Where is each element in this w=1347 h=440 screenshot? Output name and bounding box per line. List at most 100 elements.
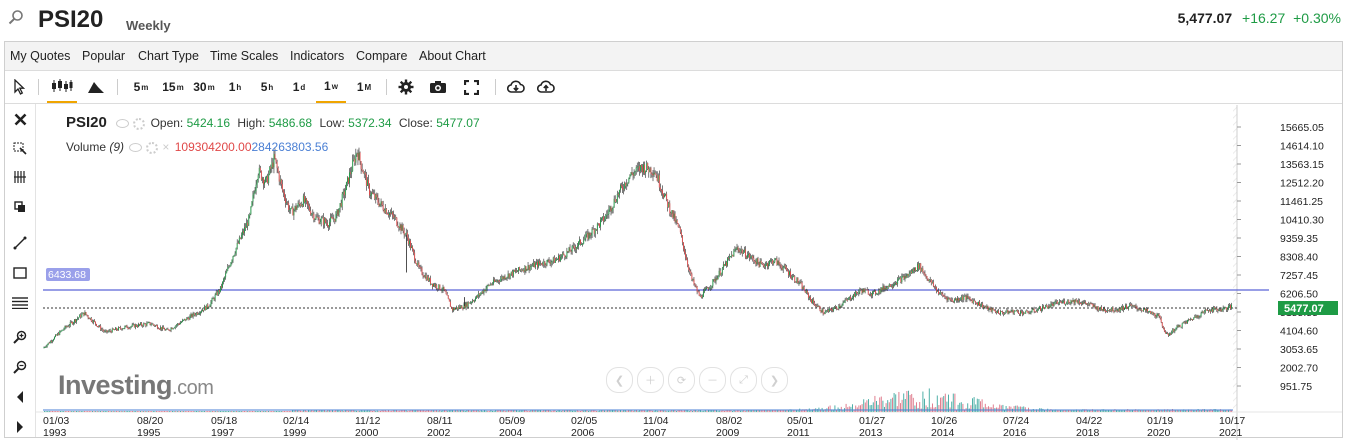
area-type-button[interactable] xyxy=(85,71,107,103)
candle-body xyxy=(1147,309,1148,312)
volume-bar xyxy=(66,411,68,412)
nav-zoom-out[interactable]: － xyxy=(699,367,726,393)
fullscreen-button[interactable] xyxy=(460,71,482,103)
volume-bar xyxy=(477,410,479,412)
series-settings-icon[interactable] xyxy=(133,117,146,130)
x-tick-label: 02/05 xyxy=(571,415,597,427)
menu-compare[interactable]: Compare xyxy=(356,49,408,63)
candle-body xyxy=(987,305,989,310)
rectangle-tool[interactable] xyxy=(5,262,35,284)
candle-body xyxy=(805,290,807,293)
crosshair-tool[interactable] xyxy=(5,137,35,159)
y-tick-label: 12512.20 xyxy=(1280,178,1324,190)
fibonacci-tool[interactable] xyxy=(5,292,35,314)
volume-bar xyxy=(922,391,924,412)
menu-indicators[interactable]: Indicators xyxy=(290,49,345,63)
remove-drawings-button[interactable] xyxy=(5,108,35,130)
candle-body xyxy=(1220,309,1222,312)
volume-remove-icon[interactable]: × xyxy=(162,140,170,154)
candle-body xyxy=(508,273,510,278)
candle-body xyxy=(959,300,961,301)
nav-zoom-fit[interactable]: ⤢ xyxy=(730,367,757,393)
zoom-out-tool[interactable] xyxy=(5,356,35,378)
candle-body xyxy=(990,307,992,312)
scroll-left-button[interactable] xyxy=(5,386,35,408)
search-icon[interactable] xyxy=(8,9,24,25)
volume-bar xyxy=(1175,409,1177,412)
settings-button[interactable] xyxy=(395,71,417,103)
volume-bar xyxy=(1176,410,1178,412)
timeframe-30m[interactable]: 30 m xyxy=(193,80,215,94)
download-button[interactable] xyxy=(505,71,527,103)
volume-bar xyxy=(543,410,545,412)
candle-body xyxy=(260,171,262,180)
menu-popular[interactable]: Popular xyxy=(82,49,126,63)
candle-body xyxy=(332,217,334,220)
screenshot-button[interactable] xyxy=(427,71,449,103)
cursor-tool[interactable] xyxy=(9,71,29,103)
timeframe-15m[interactable]: 15 m xyxy=(162,80,184,94)
candle-body xyxy=(715,278,717,282)
menu-chart-type[interactable]: Chart Type xyxy=(138,49,199,63)
candle-body xyxy=(169,330,171,332)
volume-bar xyxy=(1154,410,1156,412)
zoom-in-tool[interactable] xyxy=(5,326,35,348)
candle-body xyxy=(758,262,760,267)
volume-bar xyxy=(736,410,738,412)
volume-bar xyxy=(780,409,781,412)
clone-tool[interactable] xyxy=(5,196,35,218)
candle-body xyxy=(167,328,169,330)
volume-bar xyxy=(164,411,165,412)
candle-body xyxy=(676,220,678,224)
volume-bar xyxy=(904,399,906,412)
candle-body xyxy=(189,316,191,320)
nav-zoom-in[interactable]: ＋ xyxy=(637,367,664,393)
candle-body xyxy=(588,232,590,240)
candle-body xyxy=(734,249,736,251)
volume-bar xyxy=(300,410,301,412)
volume-bar xyxy=(452,410,453,412)
menu-about-chart[interactable]: About Chart xyxy=(419,49,486,63)
nav-scroll-left[interactable]: ❮ xyxy=(606,367,633,393)
volume-bar xyxy=(90,411,92,412)
candle-body xyxy=(119,327,121,329)
candle-body xyxy=(652,173,654,176)
x-tick-year: 2020 xyxy=(1147,427,1171,439)
candle-body xyxy=(780,265,782,269)
trendline-tool[interactable] xyxy=(5,232,35,254)
volume-bar xyxy=(1077,410,1079,412)
candle-body xyxy=(1047,305,1049,309)
nav-reset[interactable]: ⟳ xyxy=(668,367,695,393)
volume-bar xyxy=(1080,409,1082,412)
volume-bar xyxy=(893,393,895,412)
volume-bar xyxy=(207,411,209,412)
candlestick-type-button[interactable] xyxy=(47,71,77,103)
candle-body xyxy=(438,284,440,290)
candle-body xyxy=(263,178,264,185)
volume-settings-icon[interactable] xyxy=(146,141,159,154)
candle-body xyxy=(390,213,391,214)
upload-button[interactable] xyxy=(535,71,557,103)
candle-body xyxy=(1110,309,1112,311)
volume-visibility-icon[interactable] xyxy=(129,143,143,153)
visibility-icon[interactable] xyxy=(116,119,130,129)
candle-body xyxy=(1163,328,1165,332)
magnet-tool[interactable] xyxy=(5,166,35,188)
candle-body xyxy=(914,267,915,271)
candle-body xyxy=(504,276,506,280)
volume-bar xyxy=(279,411,281,412)
menu-my-quotes[interactable]: My Quotes xyxy=(10,49,71,63)
nav-scroll-right[interactable]: ❯ xyxy=(761,367,788,393)
volume-bar xyxy=(320,410,322,412)
scroll-right-button[interactable] xyxy=(5,416,35,438)
menu-time-scales[interactable]: Time Scales xyxy=(210,49,279,63)
volume-bar xyxy=(984,403,986,412)
candle-body xyxy=(211,298,213,302)
